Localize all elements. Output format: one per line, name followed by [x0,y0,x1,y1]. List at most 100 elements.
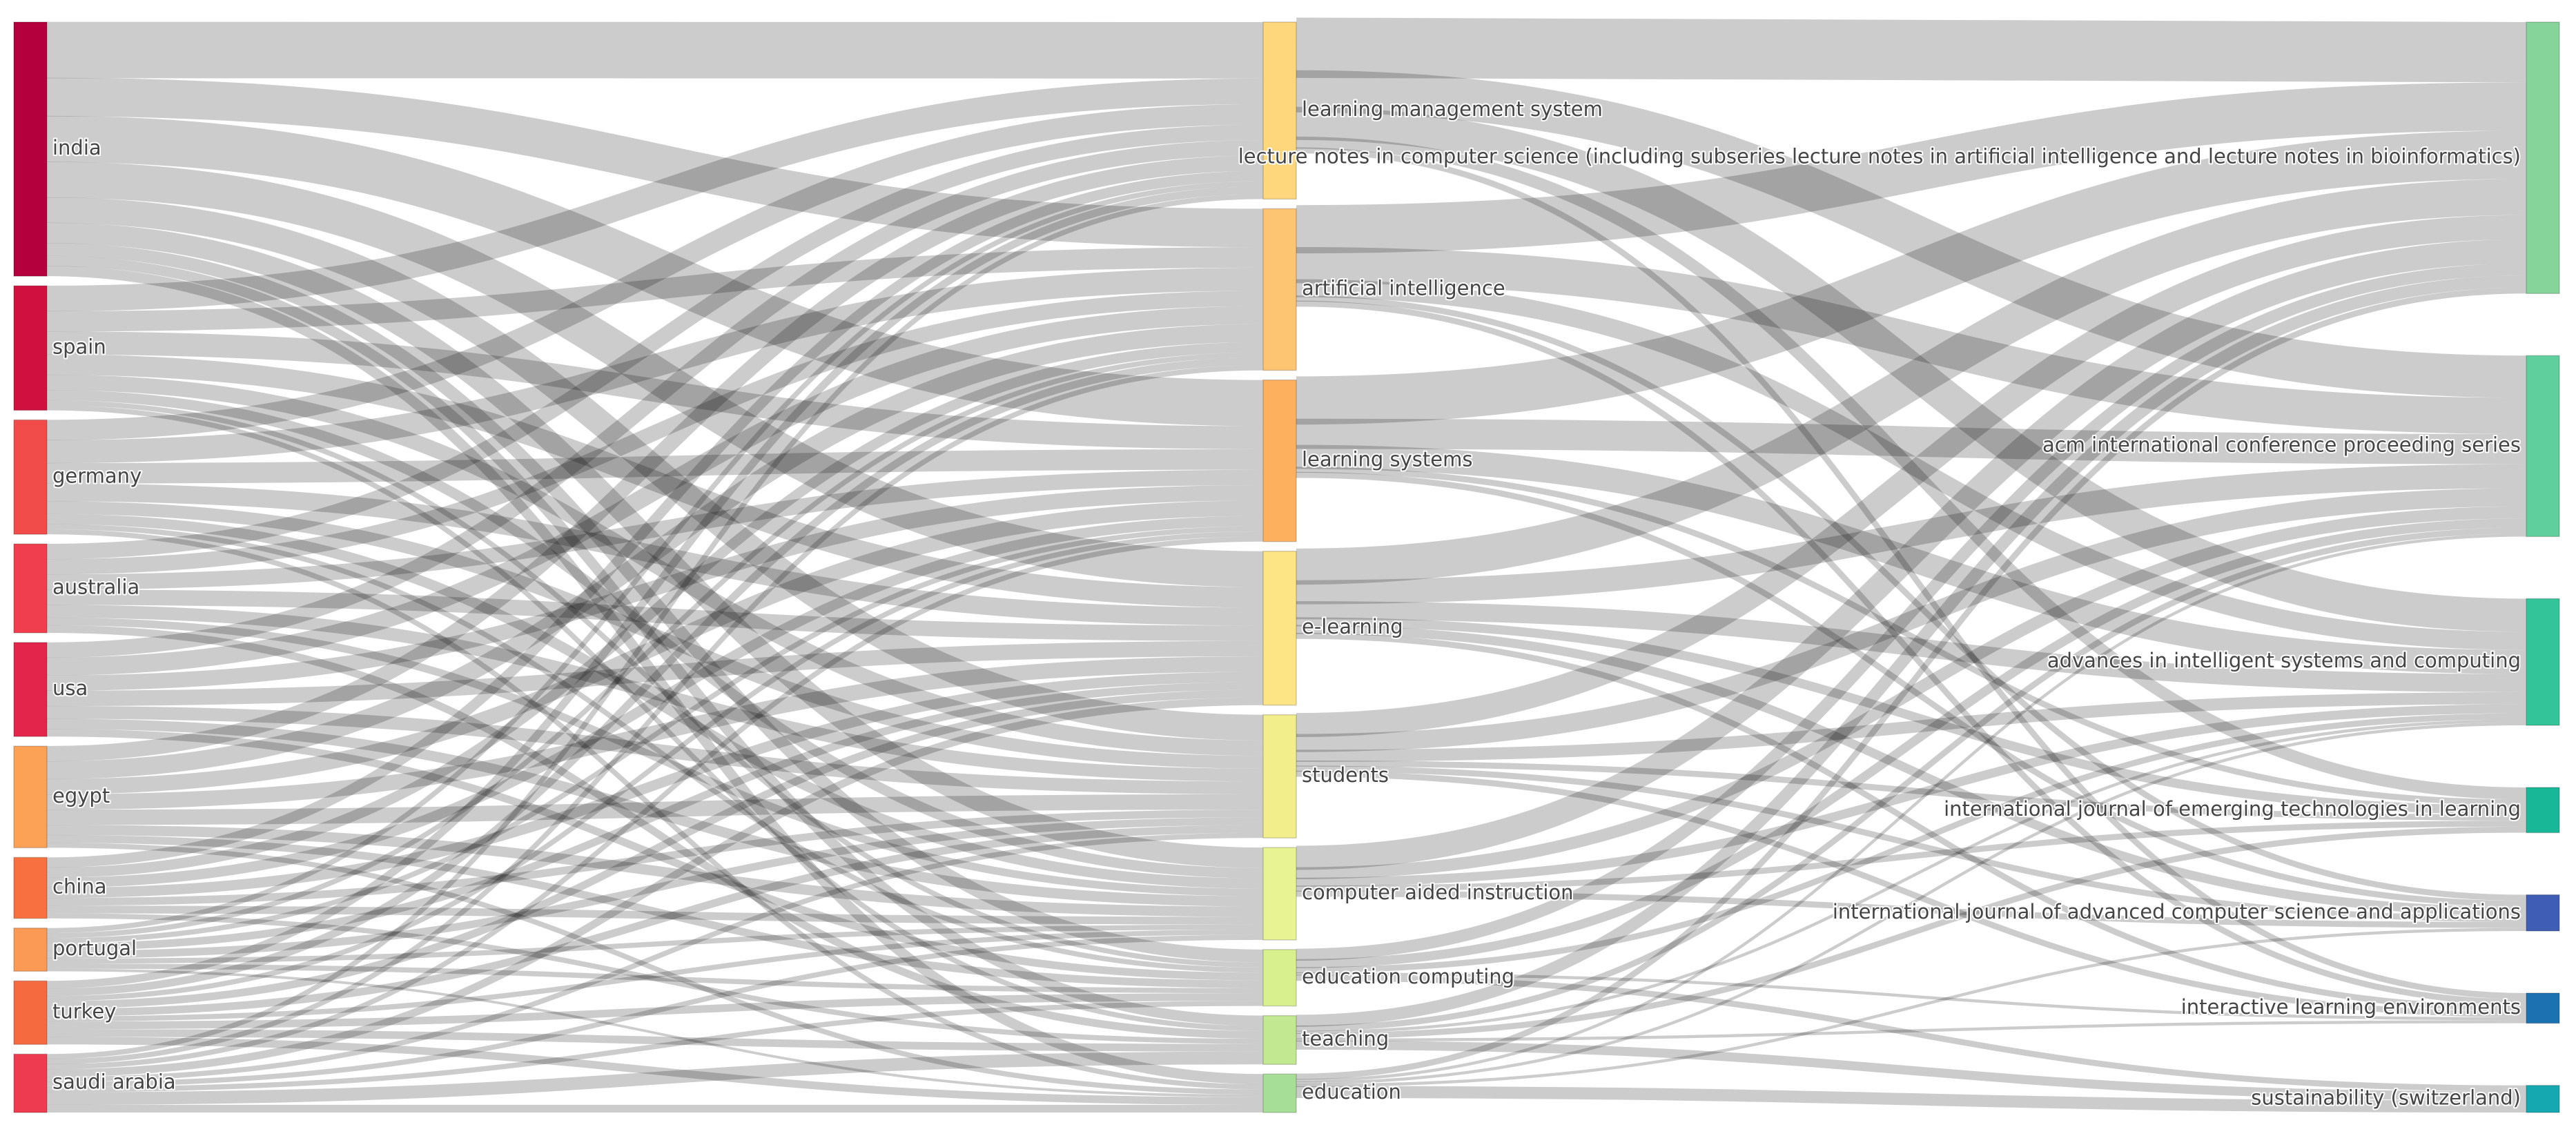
node-turkey [13,980,48,1046]
link-spain-to-ai [46,247,1264,332]
node-label-saudi_arabia: saudi arabia [52,1070,176,1094]
node-teaching [1262,1015,1297,1066]
link-teaching-to-aisc [1296,719,2527,1034]
link-portugal-to-lms [46,181,1264,934]
link-cai-to-aisc [1296,704,2527,887]
node-label-cai: computer aided instruction [1302,881,1574,904]
node-label-australia: australia [52,576,139,599]
link-el-to-ijacsa [1296,625,2527,917]
node-portugal [13,927,48,972]
node-label-ijacsa: international journal of advanced comput… [1833,900,2521,923]
link-students-to-aisc [1296,692,2527,762]
node-label-china: china [52,875,107,899]
link-turkey-to-ai [46,357,1264,997]
link-el-to-acm [1296,464,2527,605]
link-teaching-to-sust [1296,1040,2527,1101]
link-usa-to-lms [46,139,1264,658]
node-usa [13,642,48,737]
link-ls-to-acm [1296,418,2527,464]
link-turkey-to-cai [46,930,1264,1022]
link-ls-to-ijet [1296,467,2527,806]
link-el-to-lncs [1296,179,2527,585]
node-label-lms: learning management system [1302,97,1603,121]
link-saudi_arabia-to-el [46,697,1264,1077]
node-label-turkey: turkey [52,999,116,1023]
node-label-ls: learning systems [1302,448,1472,471]
node-education [1262,1073,1297,1113]
link-spain-to-lms [46,78,1264,312]
node-label-lncs: lecture notes in computer science (inclu… [1238,145,2521,168]
node-ls [1262,379,1297,542]
link-australia-to-ai [46,291,1264,575]
node-label-ile: interactive learning environments [2181,995,2521,1019]
node-label-ec: education computing [1302,965,1514,988]
link-lms-to-acm [1296,70,2527,398]
link-egypt-to-lms [46,155,1264,762]
link-students-to-ijet [1296,760,2527,821]
link-germany-to-lms [46,104,1264,441]
node-ec [1262,949,1297,1007]
sankey-links [46,17,2527,1113]
link-ec-to-sust [1296,974,2527,1092]
node-label-germany: germany [52,464,142,487]
link-education-to-aisc [1296,722,2527,1085]
link-teaching-to-ile [1296,1020,2527,1042]
node-india [13,21,48,277]
node-saudi_arabia [13,1053,48,1113]
link-education-to-acm [1296,533,2527,1082]
link-china-to-cai [46,905,1264,925]
link-australia-to-lms [46,124,1264,560]
node-ai [1262,208,1297,371]
node-label-teaching: teaching [1302,1027,1389,1050]
link-ec-to-lncs [1296,263,2527,961]
link-saudi_arabia-to-students [46,832,1264,1082]
link-saudi_arabia-to-ec [46,1001,1264,1092]
node-label-education: education [1302,1080,1401,1104]
link-teaching-to-ijet [1296,826,2527,1039]
link-china-to-ai [46,342,1264,878]
node-el [1262,550,1297,706]
node-label-spain: spain [52,335,106,358]
link-portugal-to-ls [46,526,1264,943]
node-sust [2526,1084,2560,1113]
node-label-acm: acm international conference proceeding … [2042,433,2521,456]
node-label-india: india [52,136,101,159]
link-cai-to-ijacsa [1296,890,2527,928]
link-cai-to-acm [1296,506,2527,879]
link-turkey-to-ls [46,531,1264,1001]
link-ai-to-lncs [1296,82,2527,254]
node-ile [2526,992,2560,1024]
node-china [13,856,48,919]
node-ijacsa [2526,894,2560,932]
link-ec-to-acm [1296,518,2527,968]
node-australia [13,543,48,634]
link-teaching-to-acm [1296,527,2527,1032]
link-cai-to-lncs [1296,239,2527,870]
link-ai-to-acm [1296,246,2527,434]
node-label-aisc: advances in intelligent systems and comp… [2047,649,2521,672]
link-students-to-lncs [1296,215,2527,738]
node-students [1262,714,1297,839]
link-el-to-ijet [1296,617,2527,815]
link-china-to-ls [46,516,1264,888]
link-egypt-to-ai [46,324,1264,780]
sankey-nodes [13,21,2560,1113]
link-ai-to-ijacsa [1296,295,2527,901]
link-saudi_arabia-to-teaching [46,1051,1264,1106]
link-portugal-to-cai [46,924,1264,964]
link-portugal-to-ai [46,352,1264,939]
link-china-to-el [46,672,1264,899]
node-label-egypt: egypt [52,784,110,807]
link-saudi_arabia-to-cai [46,934,1264,1088]
link-education-to-sust [1296,1086,2527,1113]
node-spain [13,285,48,411]
node-egypt [13,745,48,849]
link-students-to-ile [1296,770,2527,1017]
node-label-students: students [1302,763,1389,787]
link-saudi_arabia-to-ls [46,536,1264,1070]
node-acm [2526,355,2560,538]
node-label-el: e-learning [1302,615,1403,638]
node-lms [1262,21,1297,200]
sankey-labels: india spain germany australia usa egypt china p… [51,96,2522,1110]
